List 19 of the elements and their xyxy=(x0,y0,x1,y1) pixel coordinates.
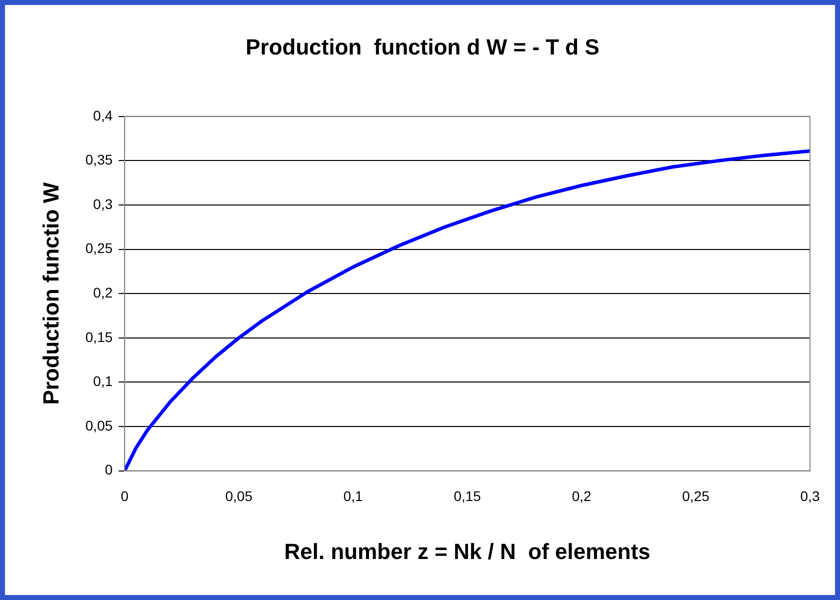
x-axis-title: Rel. number z = Nk / N of elements xyxy=(284,538,650,564)
x-tick-label: 0 xyxy=(120,488,129,504)
y-tick-label: 0,15 xyxy=(85,328,113,345)
y-tick-label: 0,2 xyxy=(93,284,113,300)
y-tick-label: 0,4 xyxy=(93,107,113,124)
x-tick-label: 0,3 xyxy=(800,488,820,504)
x-tick-label: 0,25 xyxy=(682,488,710,504)
y-tick-label: 0,05 xyxy=(85,417,113,434)
y-tick-label: 0,35 xyxy=(85,152,113,168)
x-tick-label: 0,1 xyxy=(343,488,364,504)
y-tick-label: 0,3 xyxy=(93,196,113,212)
x-tick-label: 0,2 xyxy=(572,488,592,504)
y-tick-label: 0 xyxy=(104,462,113,478)
y-tick-label: 0,1 xyxy=(93,373,113,390)
y-axis-title: Production functio W xyxy=(38,182,64,405)
y-tick-label: 0,25 xyxy=(85,240,113,256)
x-tick-label: 0,15 xyxy=(454,488,482,504)
chart-title: Production function d W = - T d S xyxy=(246,34,600,60)
x-tick-label: 0,05 xyxy=(225,488,253,504)
